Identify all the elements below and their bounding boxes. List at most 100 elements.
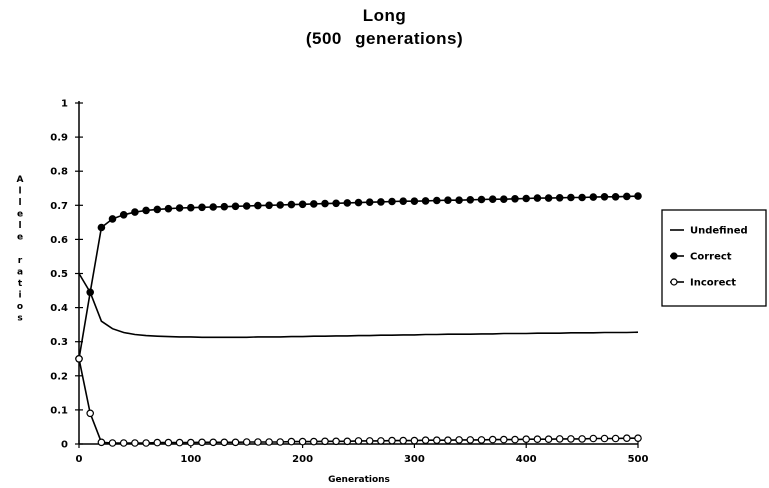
y-tick-label: 0.4	[50, 303, 68, 314]
legend-item-undefined: Undefined	[670, 226, 748, 237]
data-point	[175, 438, 184, 447]
data-point	[108, 215, 117, 223]
data-point	[86, 288, 95, 297]
series-undefined	[78, 273, 639, 339]
axes: 0 0.1 0.2 0.3 0.4 0.5 0.6 0.7 0.8 0.9 1 0 100 200 300 4…	[50, 99, 648, 466]
data-point	[332, 437, 340, 446]
data-point	[611, 193, 620, 201]
data-point	[220, 438, 229, 447]
data-point	[511, 435, 519, 444]
data-point	[555, 435, 564, 443]
y-tick-label: 0.3	[50, 337, 68, 348]
data-point	[622, 434, 631, 443]
y-label-char: r	[18, 256, 23, 266]
data-point	[164, 438, 173, 447]
series-line	[78, 195, 639, 359]
data-point	[164, 204, 173, 213]
data-point	[287, 437, 296, 446]
y-label-char: l	[18, 187, 21, 197]
data-point	[634, 434, 642, 443]
data-point	[209, 203, 218, 211]
data-point	[578, 193, 586, 202]
legend-marker	[670, 252, 678, 260]
data-point	[332, 199, 340, 208]
data-point	[119, 439, 128, 447]
data-point	[142, 439, 150, 447]
y-tick-label: 0.7	[50, 201, 68, 212]
data-point	[511, 195, 519, 203]
data-point	[131, 208, 139, 216]
data-point	[220, 202, 229, 211]
y-tick-label: 0.2	[50, 371, 68, 382]
legend: Undefined Correct Incorect	[661, 209, 767, 307]
legend-label: Undefined	[690, 226, 748, 237]
y-label-char: a	[17, 268, 23, 278]
data-point	[410, 197, 419, 206]
data-point	[153, 438, 162, 447]
data-point	[522, 194, 531, 203]
data-point	[544, 194, 553, 202]
data-point	[276, 438, 285, 446]
data-point	[578, 435, 586, 443]
legend-label: Correct	[690, 252, 732, 263]
data-point	[309, 200, 318, 208]
data-point	[365, 437, 374, 445]
data-point	[444, 436, 452, 445]
data-point	[455, 436, 463, 444]
data-point	[388, 436, 396, 445]
data-point	[298, 200, 307, 209]
data-point	[119, 211, 128, 219]
series-correct	[75, 192, 642, 363]
data-point	[254, 438, 262, 446]
data-point	[321, 437, 329, 446]
data-point	[108, 439, 117, 447]
data-point	[477, 195, 486, 204]
y-tick-label: 0.1	[50, 405, 68, 416]
data-point	[187, 438, 195, 447]
data-point	[421, 436, 430, 445]
data-point	[622, 192, 631, 201]
data-point	[198, 203, 206, 212]
data-point	[231, 438, 240, 447]
y-tick-label: 0.5	[50, 269, 68, 280]
x-tick-label: 400	[516, 454, 537, 465]
data-point	[209, 438, 218, 447]
data-point	[533, 435, 542, 444]
data-point	[522, 435, 531, 444]
y-label-char: s	[17, 314, 22, 324]
data-point	[634, 192, 642, 200]
data-point	[242, 202, 251, 210]
data-point	[298, 437, 307, 446]
data-point	[343, 199, 352, 207]
data-point	[231, 202, 240, 211]
data-point	[365, 198, 374, 207]
series-incorect	[75, 354, 642, 447]
data-point	[533, 194, 542, 202]
data-point	[287, 200, 296, 209]
data-point	[131, 439, 139, 447]
data-point	[455, 196, 463, 205]
y-tick-label: 0.6	[50, 235, 68, 246]
legend-marker	[670, 278, 678, 286]
y-tick-label: 0.9	[50, 133, 68, 144]
x-tick-label: 100	[180, 454, 201, 465]
x-axis-label: Generations	[328, 475, 390, 485]
y-label-char: l	[18, 198, 21, 208]
x-tick-label: 0	[76, 454, 83, 465]
data-point	[142, 206, 150, 215]
data-point	[600, 193, 609, 201]
series-line	[78, 358, 638, 444]
data-point	[377, 198, 385, 206]
data-point	[242, 438, 251, 446]
chart-subtitle: (500 generations)	[305, 29, 464, 48]
data-point	[153, 205, 162, 214]
data-point	[488, 195, 497, 204]
legend-label: Incorect	[690, 278, 736, 289]
data-point	[377, 437, 385, 445]
data-point	[421, 197, 430, 205]
data-point	[265, 438, 273, 446]
data-point	[567, 193, 575, 202]
x-tick-label: 200	[292, 454, 313, 465]
